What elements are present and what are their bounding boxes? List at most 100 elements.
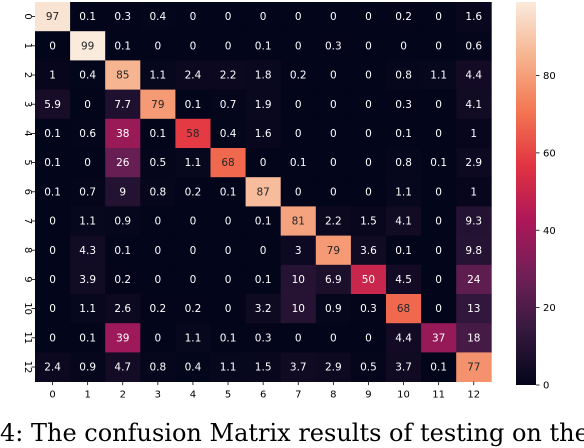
cell-value-label: 0.1 bbox=[44, 128, 61, 140]
cell-value-label: 0.1 bbox=[185, 99, 202, 111]
heatmap-cell-9-8 bbox=[315, 264, 352, 295]
colorbar-tick-label: 40 bbox=[543, 226, 556, 237]
heatmap-cell-7-10 bbox=[386, 206, 422, 236]
heatmap-cell-10-12 bbox=[456, 294, 492, 324]
heatmap-cell-2-9 bbox=[350, 60, 387, 90]
heatmap-cell-9-1 bbox=[70, 264, 106, 295]
cell-value-label: 13 bbox=[467, 303, 480, 315]
heatmap-cell-8-9 bbox=[350, 235, 387, 266]
heatmap-cell-10-6 bbox=[245, 294, 282, 324]
heatmap-cell-3-3 bbox=[140, 89, 176, 120]
cell-value-label: 0 bbox=[225, 245, 232, 257]
cell-value-label: 0.2 bbox=[290, 70, 307, 82]
cell-value-label: 0.4 bbox=[149, 11, 166, 23]
cell-value-label: 0.1 bbox=[44, 157, 61, 169]
heatmap-cell-10-0 bbox=[35, 294, 71, 324]
colorbar-tick-label: 20 bbox=[543, 303, 556, 314]
cell-value-label: 0 bbox=[330, 11, 337, 23]
cell-value-label: 0.5 bbox=[149, 157, 166, 169]
heatmap-cell-11-0 bbox=[35, 323, 71, 353]
cell-value-label: 1.5 bbox=[255, 362, 272, 374]
y-tick-label: 0 bbox=[22, 13, 33, 19]
heatmap-cell-10-2 bbox=[105, 294, 141, 324]
heatmap-cell-6-12 bbox=[456, 177, 492, 207]
x-tick-label: 2 bbox=[120, 390, 126, 401]
heatmap-cell-5-2 bbox=[105, 148, 141, 178]
cell-value-label: 0 bbox=[365, 70, 372, 82]
cell-value-label: 0 bbox=[435, 128, 442, 140]
heatmap-cell-4-6 bbox=[245, 118, 282, 149]
heatmap-cell-12-6 bbox=[245, 352, 282, 382]
heatmap-cell-0-12 bbox=[456, 2, 492, 32]
cell-value-label: 1.1 bbox=[185, 157, 202, 169]
cell-value-label: 0.9 bbox=[79, 362, 96, 374]
x-tick-label: 12 bbox=[467, 390, 480, 401]
cell-value-label: 0.1 bbox=[79, 332, 96, 344]
cell-value-label: 0.3 bbox=[325, 40, 342, 52]
heatmap-cell-11-10 bbox=[386, 323, 422, 353]
cell-value-label: 1 bbox=[470, 186, 477, 198]
heatmap-cell-1-10 bbox=[386, 31, 422, 61]
heatmap-cell-9-12 bbox=[456, 264, 492, 295]
heatmap-cell-11-1 bbox=[70, 323, 106, 353]
cell-value-label: 0.8 bbox=[149, 362, 166, 374]
heatmap-cell-8-12 bbox=[456, 235, 492, 266]
heatmap-cell-11-9 bbox=[350, 323, 387, 353]
heatmap-cell-6-10 bbox=[386, 177, 422, 207]
cell-value-label: 2.2 bbox=[325, 216, 342, 228]
colorbar-tick-label: 80 bbox=[543, 71, 556, 82]
heatmap-cell-11-3 bbox=[140, 323, 176, 353]
heatmap-cell-9-2 bbox=[105, 264, 141, 295]
cell-value-label: 1.8 bbox=[255, 70, 272, 82]
cell-value-label: 0.5 bbox=[360, 362, 377, 374]
heatmap-cell-3-7 bbox=[280, 89, 317, 120]
cell-value-label: 99 bbox=[81, 40, 94, 52]
heatmap-cell-7-1 bbox=[70, 206, 106, 236]
cell-value-label: 79 bbox=[151, 99, 164, 111]
heatmap-cell-4-3 bbox=[140, 118, 176, 149]
cell-value-label: 0 bbox=[225, 303, 232, 315]
cell-value-label: 0.1 bbox=[220, 332, 237, 344]
cell-value-label: 0 bbox=[260, 245, 267, 257]
heatmap-cell-1-3 bbox=[140, 31, 176, 61]
cell-value-label: 0.9 bbox=[325, 303, 342, 315]
heatmap-cell-0-5 bbox=[210, 2, 246, 32]
heatmap-cell-6-7 bbox=[280, 177, 317, 207]
cell-value-label: 2.6 bbox=[114, 303, 131, 315]
colorbar-tick-label: 0 bbox=[543, 381, 549, 392]
cell-value-label: 79 bbox=[327, 245, 340, 257]
cell-value-label: 1.9 bbox=[255, 99, 272, 111]
cell-value-label: 1.1 bbox=[79, 303, 96, 315]
cell-value-label: 0 bbox=[330, 186, 337, 198]
cell-value-label: 0 bbox=[260, 157, 267, 169]
heatmap-cell-7-6 bbox=[245, 206, 282, 236]
cell-value-label: 1.1 bbox=[395, 186, 412, 198]
cell-value-label: 0.1 bbox=[255, 40, 272, 52]
cell-value-label: 0.1 bbox=[114, 245, 131, 257]
cell-value-label: 0.6 bbox=[79, 128, 96, 140]
cell-value-label: 50 bbox=[362, 274, 375, 286]
cell-value-label: 0.1 bbox=[220, 186, 237, 198]
heatmap-cell-2-7 bbox=[280, 60, 317, 90]
cell-value-label: 0 bbox=[49, 40, 56, 52]
cell-value-label: 0 bbox=[365, 40, 372, 52]
cell-value-label: 6.9 bbox=[325, 274, 342, 286]
heatmap-cell-1-4 bbox=[175, 31, 211, 61]
heatmap-cell-7-11 bbox=[421, 206, 457, 236]
cell-value-label: 0.8 bbox=[395, 70, 412, 82]
cell-value-label: 0 bbox=[295, 332, 302, 344]
heatmap-cell-9-7 bbox=[280, 264, 317, 295]
heatmap-cell-0-9 bbox=[350, 2, 387, 32]
cell-value-label: 0 bbox=[49, 274, 56, 286]
cell-value-label: 0 bbox=[435, 245, 442, 257]
heatmap-cell-10-5 bbox=[210, 294, 246, 324]
cell-value-label: 0 bbox=[155, 40, 162, 52]
cell-value-label: 0.2 bbox=[114, 274, 131, 286]
heatmap-cell-6-4 bbox=[175, 177, 211, 207]
colorbar bbox=[516, 2, 536, 385]
cell-value-label: 0 bbox=[49, 303, 56, 315]
cell-value-label: 9.8 bbox=[465, 245, 482, 257]
heatmap-cell-7-0 bbox=[35, 206, 71, 236]
cell-value-label: 2.4 bbox=[185, 70, 202, 82]
cell-value-label: 0.4 bbox=[220, 128, 237, 140]
